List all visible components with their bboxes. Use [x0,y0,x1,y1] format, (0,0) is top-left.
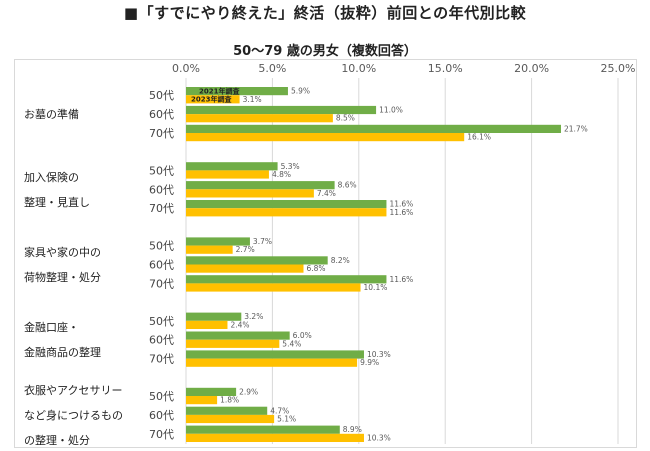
data-label-2023: 8.5% [336,114,355,123]
data-label-2023: 3.1% [243,95,262,104]
bar-2023 [186,170,269,179]
bar-2023 [186,95,240,104]
chart-frame [14,59,637,448]
age-label: 60代 [149,108,174,121]
age-label: 70代 [149,202,174,215]
data-label-2021: 6.0% [293,331,312,340]
data-label-2021: 5.9% [291,87,310,96]
data-label-2023: 9.9% [360,358,379,367]
data-label-2023: 10.1% [364,283,388,292]
bar-2023 [186,245,233,254]
data-label-2021: 5.3% [281,162,300,171]
age-label: 70代 [149,428,174,441]
bar-2023 [186,339,280,348]
age-label: 70代 [149,277,174,290]
data-label-2021: 8.6% [338,181,357,190]
category-label: など身につけるもの [24,408,123,422]
data-label-2023: 2.7% [236,245,255,254]
data-label-2021: 3.7% [253,237,272,246]
bar-2021 [186,237,250,246]
bar-2023 [186,320,228,329]
bar-2023 [186,414,275,424]
category-label: 金融口座・ [24,320,79,334]
data-label-2021: 11.6% [389,200,413,209]
data-label-2023: 4.8% [272,170,291,179]
bar-2021 [186,350,364,359]
data-label-2021: 2.9% [239,387,258,396]
data-label-2023: 5.1% [277,415,296,424]
age-label: 50代 [149,164,174,177]
category-label: 加入保険の [24,170,79,184]
category-label: 整理・見直し [24,195,90,209]
data-label-2021: 11.0% [379,106,403,115]
age-label: 50代 [149,89,174,102]
data-label-2021: 8.2% [331,256,350,265]
x-tick-label: 10.0% [341,62,376,75]
data-label-2023: 5.4% [282,339,301,348]
age-label: 70代 [149,353,174,366]
x-tick-label: 20.0% [514,62,549,75]
data-label-2021: 4.7% [270,406,289,415]
bar-2021 [186,425,340,434]
bar-2023 [186,208,387,217]
age-label: 60代 [149,334,174,347]
category-label: 衣服やアクセサリー [24,383,122,397]
chart-title: ■「すでにやり終えた」終活（抜粋）前回との年代別比較 [123,4,527,22]
data-label-2023: 7.4% [317,189,336,198]
bar-2023 [186,264,304,273]
age-label: 60代 [149,409,174,422]
category-label: の整理・処分 [24,433,90,447]
data-label-2021: 3.2% [244,312,263,321]
age-label: 50代 [149,240,174,253]
data-label-2021: 8.9% [343,425,362,434]
bar-2023 [186,396,218,405]
bar-2021 [186,124,561,133]
bar-2021 [186,387,237,396]
age-label: 50代 [149,315,174,328]
data-label-2023: 6.8% [307,264,326,273]
category-label: 家具や家の中の [24,245,101,259]
bar-2023 [186,133,465,142]
x-tick-label: 15.0% [428,62,463,75]
data-label-2023: 2.4% [230,320,249,329]
category-label: 荷物整理・処分 [24,270,101,284]
bar-2023 [186,189,314,198]
bar-2021 [186,181,335,190]
data-label-2023: 10.3% [367,433,391,442]
data-label-2021: 10.3% [367,350,391,359]
bar-2023 [186,358,358,367]
x-tick-label: 25.0% [601,62,636,75]
data-label-2023: 16.1% [467,133,491,142]
x-tick-label: 0.0% [172,62,200,75]
bar-2021 [186,331,290,340]
bar-2021 [186,406,268,415]
bar-2023 [186,283,361,292]
age-label: 50代 [149,390,174,403]
bar-2021 [186,105,377,115]
age-label: 60代 [149,259,174,272]
age-label: 70代 [149,127,174,140]
data-label-2021: 11.6% [389,275,413,284]
bar-2021 [186,200,387,209]
bar-2021 [186,162,278,171]
bar-2021 [186,275,387,284]
bar-2021 [186,312,242,321]
data-label-2023: 1.8% [220,396,239,405]
category-label: お墓の準備 [24,107,79,121]
legend-2023: 2023年調査 [191,95,232,104]
bar-2023 [186,114,333,123]
chart-subtitle: 50〜79 歳の男女（複数回答） [233,44,417,59]
bar-2021 [186,87,288,96]
category-label: 金融商品の整理 [24,345,101,359]
legend-2021: 2021年調査 [199,87,240,96]
bar-2021 [186,256,328,265]
bar-2023 [186,433,364,442]
data-label-2021: 21.7% [564,124,588,133]
x-tick-label: 5.0% [258,62,286,75]
data-label-2023: 11.6% [389,208,413,217]
age-label: 60代 [149,183,174,196]
